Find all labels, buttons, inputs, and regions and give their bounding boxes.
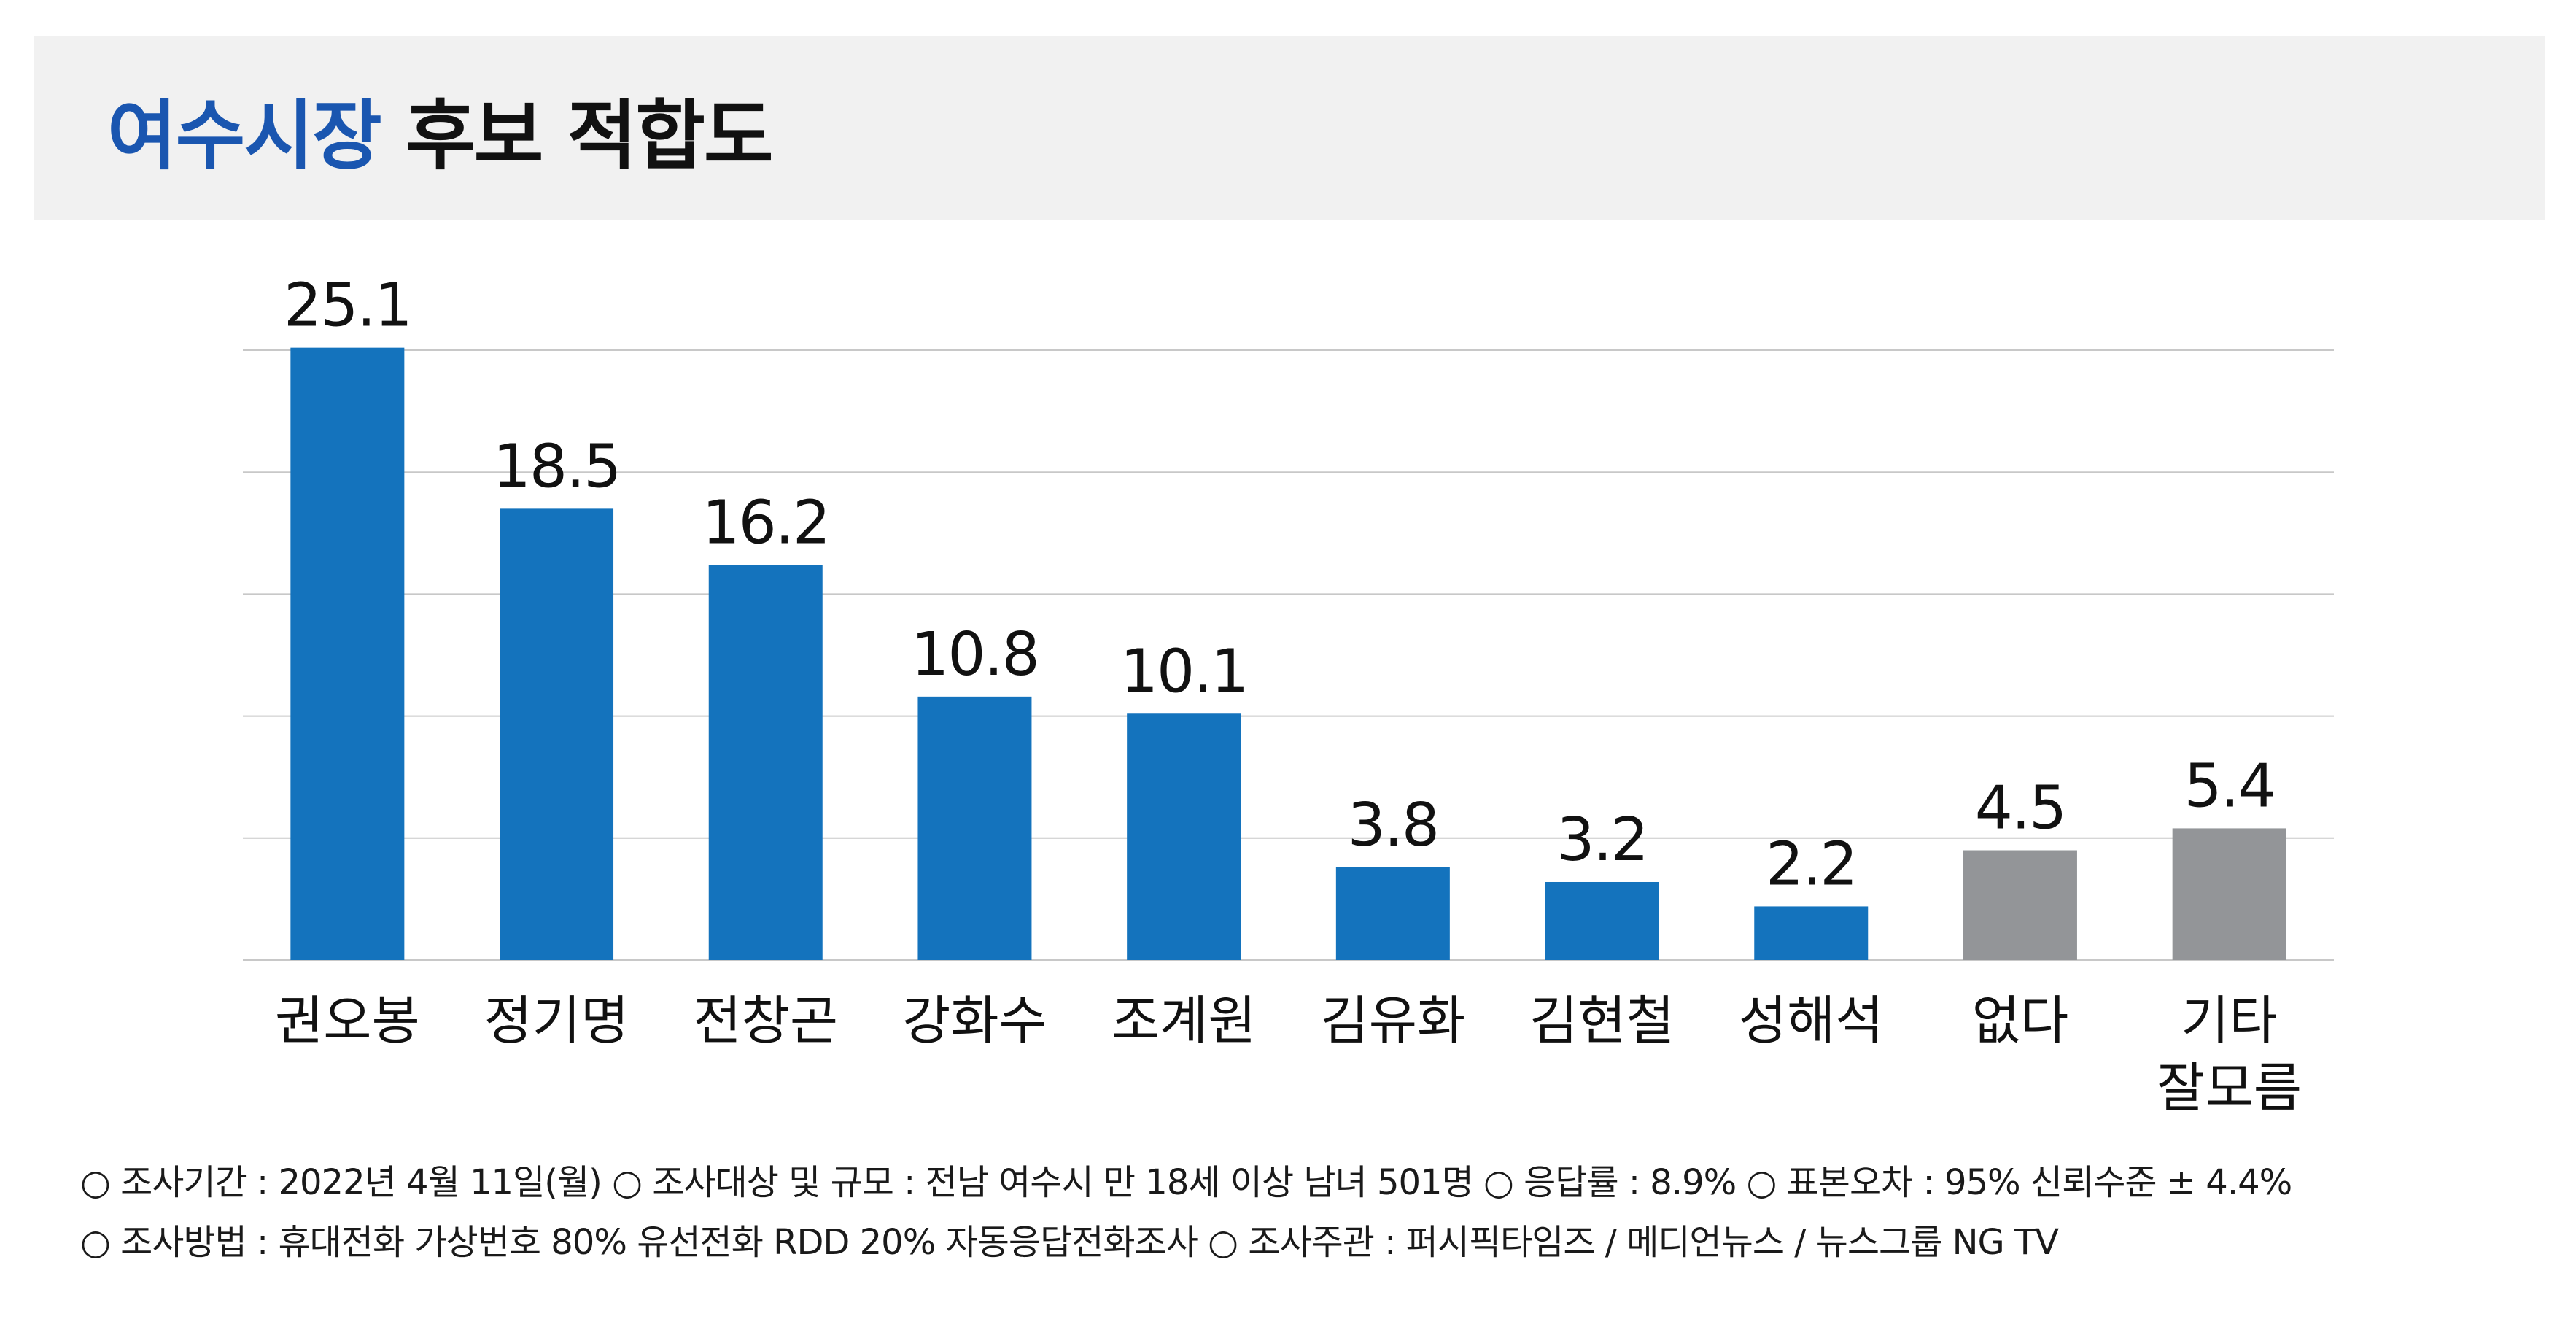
footnote-line-1: ○ 조사기간 : 2022년 4월 11일(월) ○ 조사대상 및 규모 : 전… (80, 1162, 2292, 1203)
category-label: 기타 잘모름 (2157, 990, 2302, 1118)
bar (1754, 906, 1869, 960)
value-label: 18.5 (493, 432, 621, 501)
category-label: 전창곤 (693, 990, 838, 1051)
page-title: 여수시장 후보 적합도 (107, 36, 774, 220)
category-label: 없다 (1972, 990, 2068, 1051)
bar-chart: 25.1 18.5 16.2 10.8 10.1 3.8 3.2 2.2 4.5 5.4 권오봉 정… (243, 271, 2334, 1118)
value-label: 10.1 (1120, 637, 1248, 706)
bar (1127, 713, 1241, 960)
bar (500, 508, 614, 960)
category-label: 권오봉 (275, 990, 420, 1051)
bar (708, 565, 823, 960)
bars (290, 347, 2286, 960)
value-label: 5.4 (2184, 751, 2274, 821)
category-label: 조계원 (1112, 990, 1257, 1051)
category-label: 김현철 (1529, 990, 1675, 1051)
category-label: 김유화 (1320, 990, 1465, 1051)
title-rest: 후보 적합도 (405, 90, 774, 180)
category-label: 성해석 (1739, 990, 1884, 1051)
bar (1335, 867, 1450, 960)
value-label: 10.8 (911, 620, 1039, 689)
survey-footnotes: ○ 조사기간 : 2022년 4월 11일(월) ○ 조사대상 및 규모 : 전… (80, 1153, 2292, 1272)
value-label: 4.5 (1975, 774, 2065, 843)
value-label: 3.2 (1556, 805, 1647, 875)
bar (1963, 850, 2077, 960)
category-label: 정기명 (484, 990, 629, 1051)
category-labels: 권오봉 정기명 전창곤 강화수 조계원 김유화 김현철 성해석 없다 기타 잘모름 (275, 990, 2302, 1118)
value-label: 2.2 (1766, 829, 1856, 899)
title-banner: 여수시장 후보 적합도 (34, 36, 2545, 220)
bar (290, 347, 405, 960)
category-label: 강화수 (902, 990, 1047, 1051)
value-label: 16.2 (702, 488, 829, 557)
value-label: 25.1 (284, 271, 411, 341)
value-label: 3.8 (1348, 791, 1438, 860)
footnote-line-2: ○ 조사방법 : 휴대전화 가상번호 80% 유선전화 RDD 20% 자동응답… (80, 1222, 2059, 1263)
title-highlight: 여수시장 (107, 90, 382, 180)
bar (917, 696, 1032, 960)
value-labels: 25.1 18.5 16.2 10.8 10.1 3.8 3.2 2.2 4.5 5.4 (284, 271, 2276, 900)
bar (2172, 828, 2286, 960)
bar (1545, 881, 1659, 960)
